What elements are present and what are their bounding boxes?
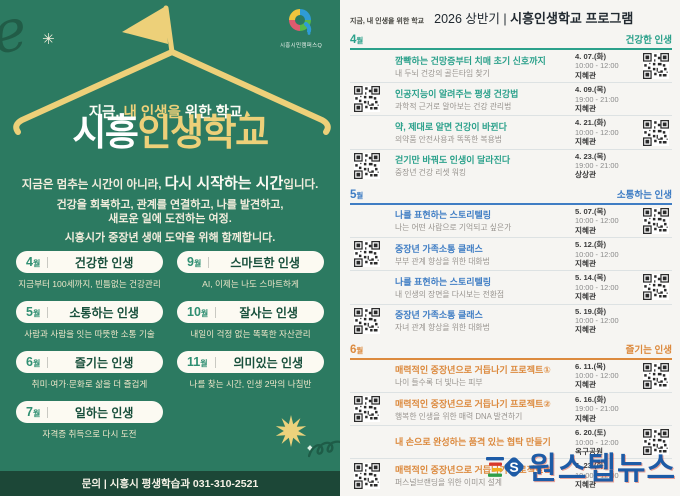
section-theme: 소통하는 인생 xyxy=(616,189,672,201)
siheung-campus-logo: 시흥시민캠퍼스Q xyxy=(270,8,332,49)
pill-description: 사람과 사람을 잇는 따뜻한 소통 기술 xyxy=(24,329,155,339)
program-schedule-panel: 지금, 내 인생을 위한 학교 2026 상반기 | 시흥인생학교 프로그램 4… xyxy=(340,0,680,496)
month-pill: 4월 건강한 인생 xyxy=(16,251,163,273)
qr-code xyxy=(354,153,380,179)
program-row: 약, 제대로 알면 건강이 바뀐다 의약품 안전사용과 똑똑한 복용법 4. 21… xyxy=(350,116,672,150)
swirl-decoration xyxy=(308,440,340,458)
program-row: 깜빡하는 건망증부터 치매 초기 신호까지 내 두뇌 건강의 골든타임 찾기 4.… xyxy=(350,50,672,84)
program-row: 나를 표현하는 스토리텔링 내 인생의 장면을 다시보는 전환점 5. 14.(목… xyxy=(350,271,672,305)
contact-footer: 문의 | 시흥시 평생학습과 031-310-2521 xyxy=(0,471,340,496)
poster-left-panel: e ✳ 시흥시민캠퍼스Q 지금, 내 인생을 위한 학교 시흥인생학교 지금은 … xyxy=(0,0,340,496)
q-logo-icon xyxy=(289,9,312,35)
pill-description: 취미·여가·문화로 삶을 더 즐겁게 xyxy=(31,379,148,389)
qr-code xyxy=(354,241,380,267)
section-month: 5월 xyxy=(350,188,364,201)
qr-code xyxy=(354,396,380,422)
month-pill-group-nov: 11월 의미있는 인생 나를 찾는 시간, 인생 2막의 나침반 xyxy=(177,351,324,401)
intro-line-2: 건강을 회복하고, 관계를 연결하고, 나를 발견하고, xyxy=(56,199,284,211)
month-pill-group-jun: 6월 즐기는 인생 취미·여가·문화로 삶을 더 즐겁게 xyxy=(16,351,163,401)
schedule-header: 지금, 내 인생을 위한 학교 2026 상반기 | 시흥인생학교 프로그램 xyxy=(350,8,672,27)
hanger-flag-graphic xyxy=(13,5,331,135)
qr-code xyxy=(354,463,380,489)
intro-line-3: 새로운 일에 도전하는 여정. xyxy=(108,213,232,225)
month-pill: 7월 일하는 인생 xyxy=(16,401,163,423)
month-pill: 9월 스마트한 인생 xyxy=(177,251,324,273)
section-header: 5월 소통하는 인생 xyxy=(350,187,672,205)
qr-code xyxy=(354,86,380,112)
program-row: 매력적인 중장년으로 거듭나기 프로젝트② 행복한 인생을 위한 매력 DNA 발… xyxy=(350,393,672,427)
program-row: 매력적인 중장년으로 거듭나기 프로젝트③ 퍼스널브랜딩을 위한 이미지 설계 6… xyxy=(350,459,672,491)
qr-code xyxy=(643,208,669,234)
month-pill-group-oct: 10월 잘사는 인생 내일이 걱정 없는 똑똑한 자산관리 xyxy=(177,301,324,351)
pill-description: AI, 이제는 나도 스마트하게 xyxy=(202,279,299,289)
onestep-news-logo-icon: S xyxy=(486,456,525,477)
logo-caption: 시흥시민캠퍼스Q xyxy=(279,43,323,49)
qr-code xyxy=(643,274,669,300)
month-pill-grid: 4월 건강한 인생 지금부터 100세까지, 빈틈없는 건강관리 9월 스마트한 인… xyxy=(16,251,324,451)
section-theme: 즐기는 인생 xyxy=(625,344,672,356)
pill-description: 지금부터 100세까지, 빈틈없는 건강관리 xyxy=(18,279,161,289)
program-row: 중장년 가족소통 클래스 자녀 관계 향상을 위한 대화법 5. 19.(화) 10… xyxy=(350,305,672,337)
pill-description: 내일이 걱정 없는 똑똑한 자산관리 xyxy=(190,329,311,339)
svg-text:S: S xyxy=(510,459,519,475)
watermark-text: 원스텝뉴스 xyxy=(528,451,676,486)
month-pill-group-apr: 4월 건강한 인생 지금부터 100세까지, 빈틈없는 건강관리 xyxy=(16,251,163,301)
program-row: 인공지능이 알려주는 평생 건강법 과학적 근거로 알아보는 건강 관리법 4. … xyxy=(350,83,672,117)
qr-code xyxy=(643,363,669,389)
program-row: 매력적인 중장년으로 거듭나기 프로젝트① 나이 들수록 더 빛나는 피부 6. … xyxy=(350,360,672,393)
pill-description: 자격증 취득으로 다시 도전 xyxy=(42,429,137,439)
month-pill: 10월 잘사는 인생 xyxy=(177,301,324,323)
section-april: 4월 건강한 인생 깜빡하는 건망증부터 치매 초기 신호까지 내 두뇌 건강의 … xyxy=(350,32,672,182)
month-pill: 5월 소통하는 인생 xyxy=(16,301,163,323)
program-row: 중장년 가족소통 클래스 부부 관계 향상을 위한 대화법 5. 12.(화) 10… xyxy=(350,238,672,272)
schedule-title: 2026 상반기 | 시흥인생학교 프로그램 xyxy=(434,11,634,26)
month-pill: 6월 즐기는 인생 xyxy=(16,351,163,373)
month-pill: 11월 의미있는 인생 xyxy=(177,351,324,373)
intro-line-4: 시흥시가 중장년 생애 도약을 위해 함께합니다. xyxy=(64,232,276,244)
starburst-icon xyxy=(275,415,307,447)
poster-title: 시흥인생학교 xyxy=(72,112,269,153)
section-header: 6월 즐기는 인생 xyxy=(350,342,672,360)
qr-code xyxy=(354,308,380,334)
section-june: 6월 즐기는 인생 매력적인 중장년으로 거듭나기 프로젝트① 나이 들수록 더 … xyxy=(350,342,672,492)
program-row: 나를 표현하는 스토리텔링 나는 어떤 사람으로 기억되고 싶은가 5. 07.(… xyxy=(350,205,672,239)
month-pill-group-sep: 9월 스마트한 인생 AI, 이제는 나도 스마트하게 xyxy=(177,251,324,301)
section-month: 6월 xyxy=(350,343,364,356)
news-watermark: S 원스텝뉴스 xyxy=(486,443,676,488)
program-row: 걷기만 바꿔도 인생이 달라진다 중장년 건강 리셋 워킹 4. 23.(목) 19… xyxy=(350,150,672,182)
section-header: 4월 건강한 인생 xyxy=(350,32,672,50)
schedule-eyebrow: 지금, 내 인생을 위한 학교 xyxy=(350,18,425,25)
month-pill-group-may: 5월 소통하는 인생 사람과 사람을 잇는 따뜻한 소통 기술 xyxy=(16,301,163,351)
asterisk-star-icon: ✳ xyxy=(42,31,55,48)
qr-code xyxy=(643,120,669,146)
section-may: 5월 소통하는 인생 나를 표현하는 스토리텔링 나는 어떤 사람으로 기억되고 … xyxy=(350,187,672,337)
pill-description: 나를 찾는 시간, 인생 2막의 나침반 xyxy=(189,379,312,389)
section-month: 4월 xyxy=(350,34,364,46)
intro-line-1: 지금은 멈추는 시간이 아니라, 다시 시작하는 시간입니다. xyxy=(21,175,319,192)
poster-tagline: 지금, 내 인생을 위한 학교 xyxy=(0,101,340,122)
section-theme: 건강한 인생 xyxy=(625,35,672,46)
qr-code xyxy=(643,53,669,79)
month-pill-group-jul: 7월 일하는 인생 자격증 취득으로 다시 도전 xyxy=(16,401,163,451)
